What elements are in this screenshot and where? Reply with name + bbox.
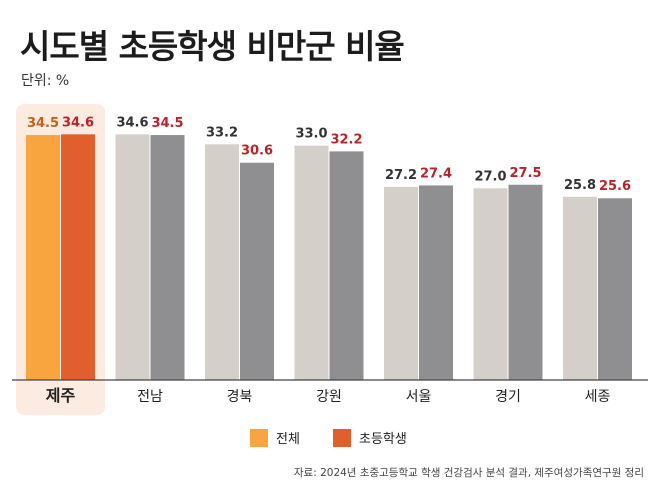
legend-swatch-0 [250,429,268,447]
category-label: 서울 [406,389,432,405]
bar-overall-2 [205,144,239,380]
data-label: 33.2 [206,125,238,140]
data-label: 34.5 [151,116,183,131]
bar-elementary-2 [240,162,274,380]
chart-title: 시도별 초등학생 비만군 비율 [20,27,405,66]
data-label: 27.5 [509,166,541,181]
bar-overall-5 [473,188,508,380]
data-label: 25.6 [599,179,631,194]
bar-elementary-3 [329,151,364,380]
bar-overall-6 [563,196,597,380]
bar-elementary-6 [598,198,632,380]
bar-overall-3 [294,145,329,380]
category-label: 세종 [585,389,611,405]
legend-label-1: 초등학생 [359,432,407,447]
source-note: 자료: 2024년 초중고등학교 학생 건강검사 분석 결과, 제주여성가족연구… [293,467,644,479]
bar-elementary-5 [508,184,543,380]
data-label: 34.6 [62,115,94,130]
bar-elementary-4 [419,185,453,380]
data-label: 27.0 [474,169,506,184]
legend-swatch-1 [333,429,351,447]
category-label: 제주 [46,386,76,405]
data-label: 32.2 [330,132,362,147]
bar-overall-4 [384,186,418,380]
data-label: 25.8 [564,178,596,193]
category-label: 경북 [227,389,253,405]
data-label: 34.6 [116,115,148,130]
data-label: 33.0 [295,127,327,142]
data-label: 27.4 [420,166,452,181]
unit-label: 단위: % [21,73,70,89]
category-label: 전남 [137,389,163,405]
category-label: 강원 [316,389,342,405]
bar-elementary-0 [61,134,95,380]
bar-overall-1 [115,134,150,380]
data-label: 30.6 [241,144,273,159]
legend-label-0: 전체 [276,432,300,447]
category-label: 경기 [495,389,521,405]
bar-elementary-1 [150,135,185,380]
data-label: 27.2 [385,168,417,183]
bar-overall-0 [26,135,60,380]
data-label: 34.5 [27,116,59,131]
